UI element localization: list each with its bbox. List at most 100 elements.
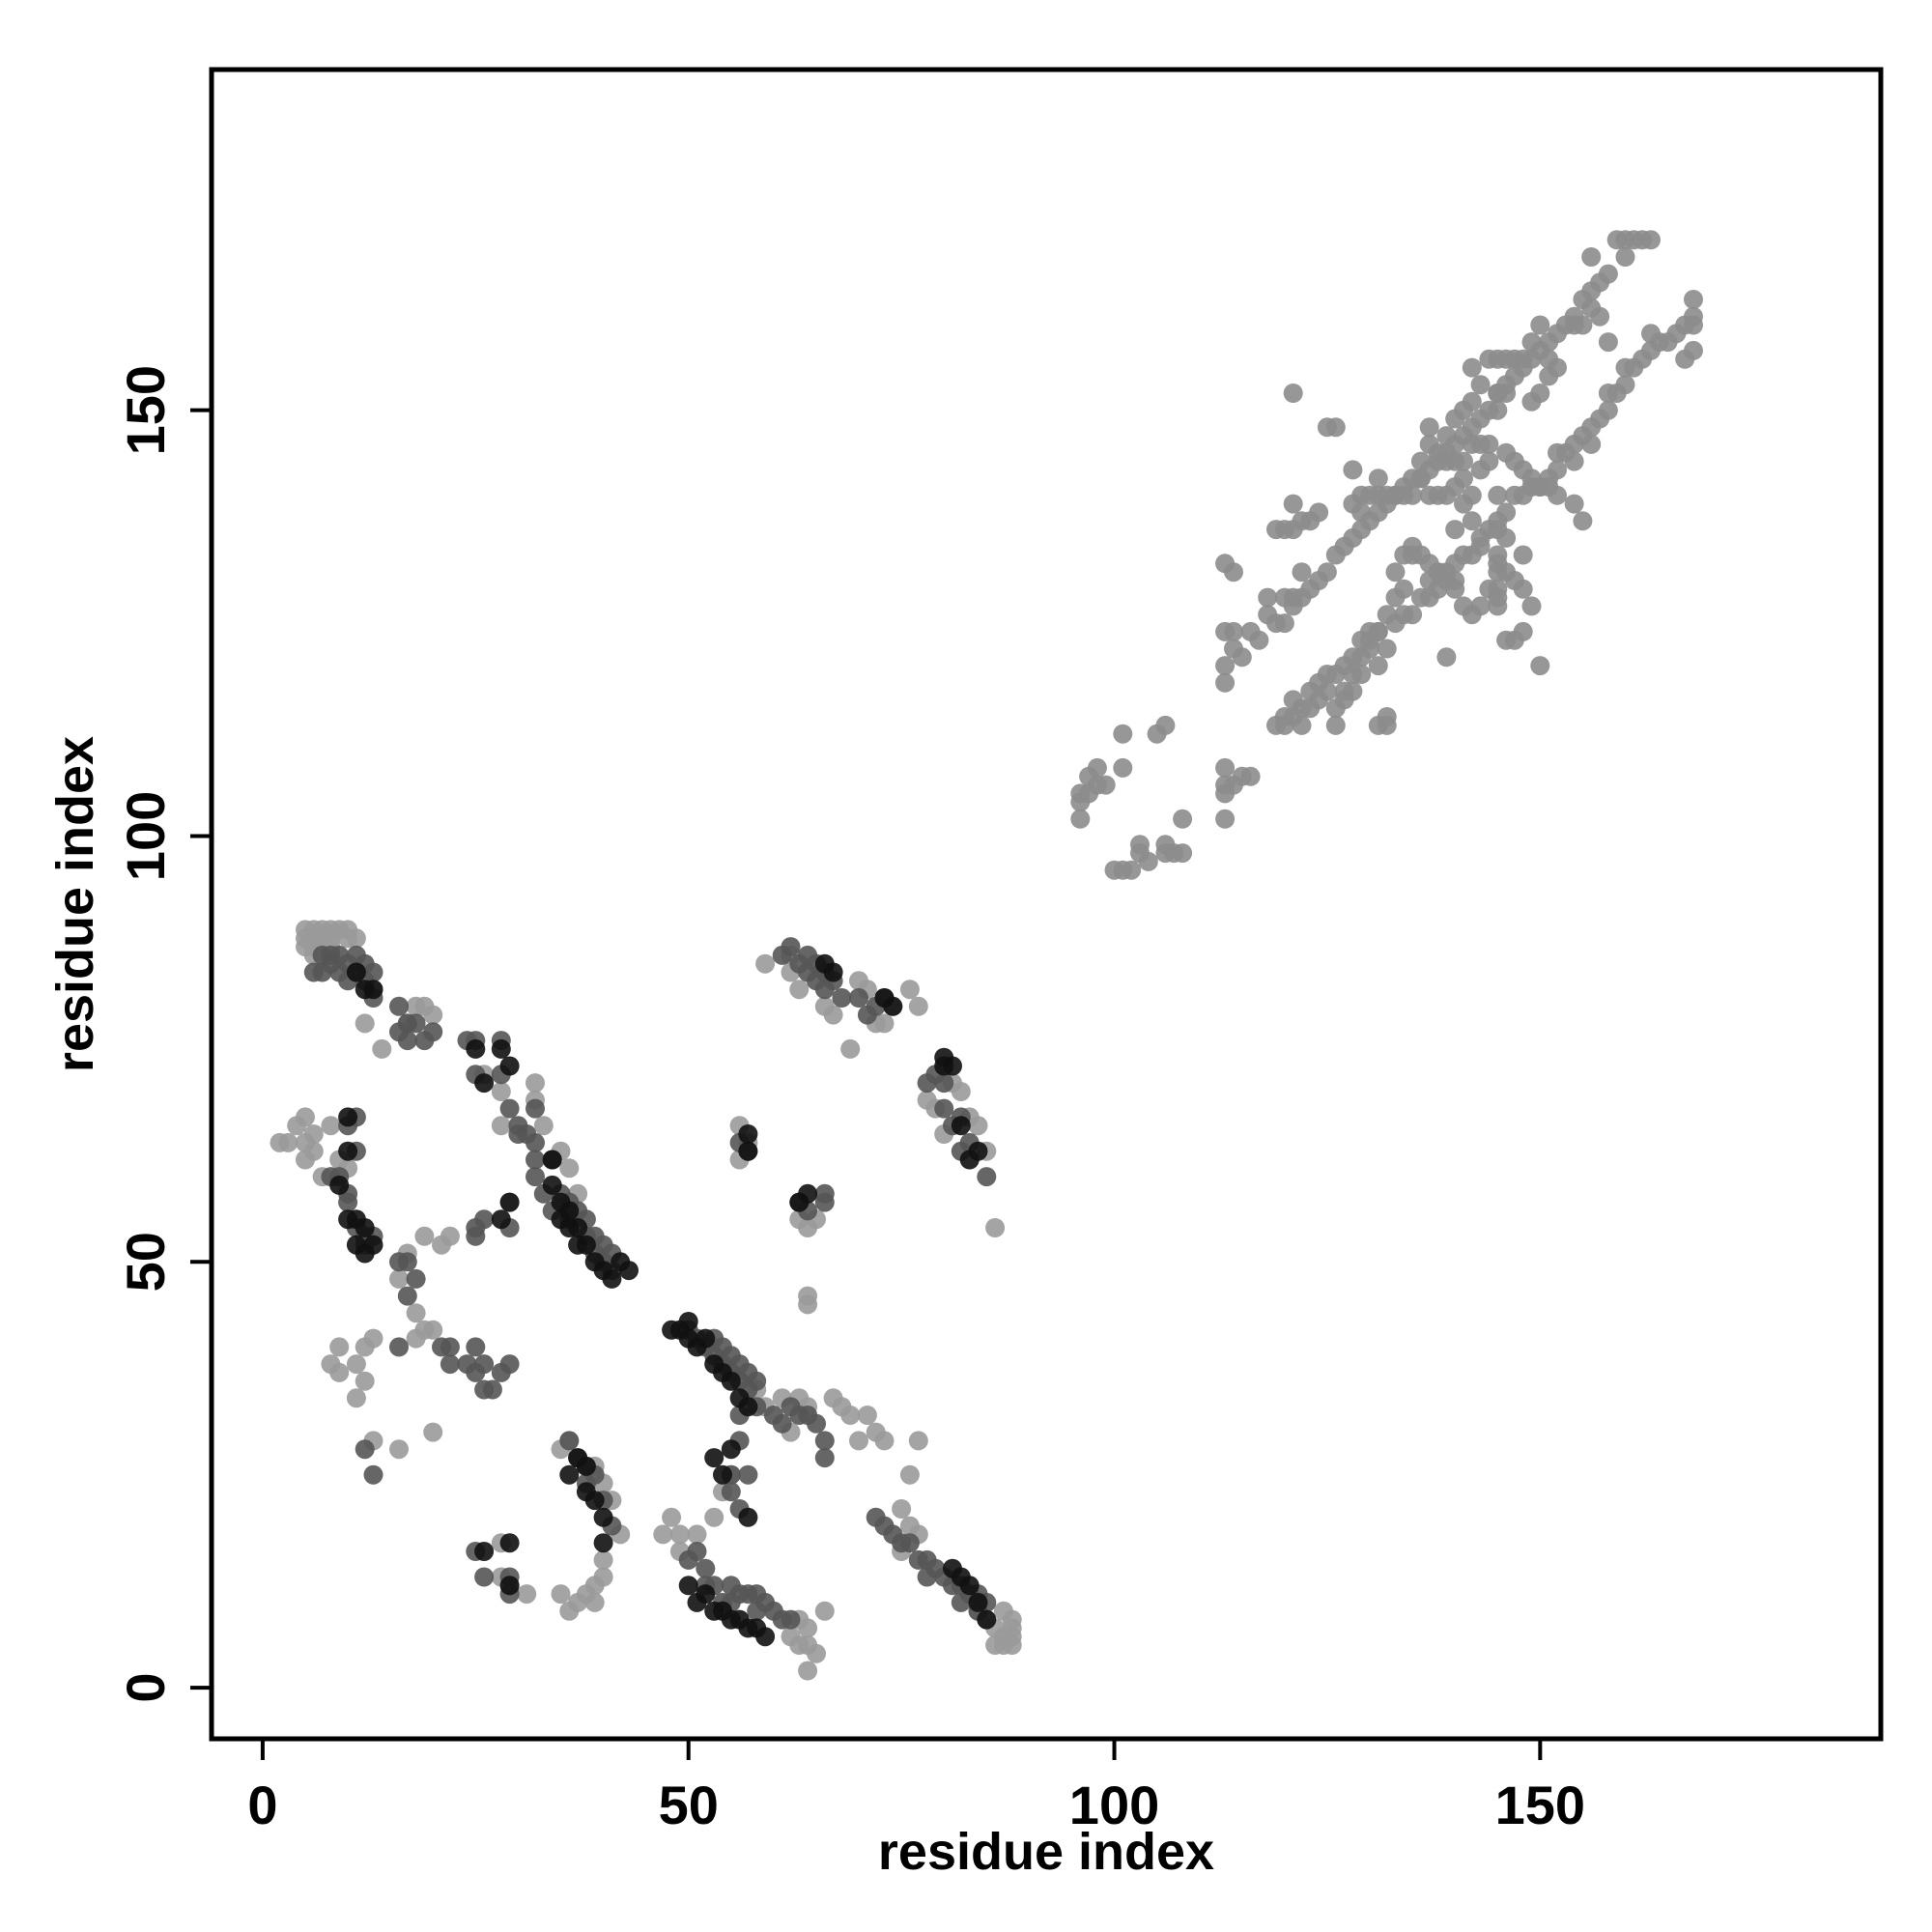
data-points xyxy=(270,230,1703,1681)
data-point xyxy=(1581,434,1602,454)
data-point xyxy=(1462,511,1482,531)
data-point xyxy=(1513,545,1533,565)
data-point xyxy=(814,1601,835,1621)
data-point xyxy=(738,1124,758,1144)
data-point xyxy=(968,1592,988,1612)
data-point xyxy=(1258,587,1278,608)
data-point xyxy=(440,1337,460,1357)
data-point xyxy=(1496,384,1517,403)
data-point xyxy=(355,1371,375,1391)
data-point xyxy=(533,1116,554,1136)
data-point xyxy=(977,1609,997,1630)
data-point xyxy=(1684,340,1703,360)
data-point xyxy=(499,1533,520,1553)
data-point xyxy=(1317,681,1337,701)
data-point xyxy=(1513,579,1533,599)
data-point xyxy=(807,1643,826,1663)
data-point xyxy=(355,1013,375,1034)
data-point xyxy=(1470,460,1491,480)
data-point xyxy=(414,1226,435,1246)
data-point xyxy=(908,996,928,1016)
data-point xyxy=(576,1456,596,1476)
data-point xyxy=(798,1183,818,1204)
data-point xyxy=(662,1507,682,1527)
data-point xyxy=(1598,400,1618,420)
data-point xyxy=(798,1286,818,1306)
data-point xyxy=(363,962,384,982)
data-point xyxy=(389,1268,409,1289)
data-point xyxy=(738,1141,758,1161)
data-point xyxy=(499,1354,520,1375)
data-point xyxy=(704,1448,724,1468)
data-point xyxy=(1292,562,1312,582)
data-point xyxy=(1436,426,1457,446)
data-point xyxy=(874,1431,895,1451)
data-point xyxy=(1521,332,1542,353)
data-point xyxy=(1155,715,1176,735)
data-point xyxy=(1436,647,1457,668)
data-point xyxy=(1419,417,1439,438)
data-point xyxy=(1419,485,1439,505)
data-point xyxy=(832,988,852,1008)
data-point xyxy=(1513,621,1533,641)
data-point xyxy=(1436,451,1457,471)
data-point xyxy=(747,1371,767,1391)
data-point xyxy=(338,1141,358,1161)
data-point xyxy=(678,1576,698,1596)
data-point xyxy=(517,1584,537,1605)
data-point xyxy=(1403,605,1423,625)
data-point xyxy=(338,1107,358,1127)
data-point xyxy=(1377,715,1397,735)
data-point xyxy=(542,1150,562,1170)
data-point xyxy=(1325,698,1346,719)
data-point xyxy=(482,1379,502,1400)
data-point xyxy=(346,962,366,982)
data-point xyxy=(423,1005,443,1025)
data-point xyxy=(1581,247,1602,267)
data-point xyxy=(696,1584,716,1605)
data-point xyxy=(287,1116,307,1136)
data-point xyxy=(1548,485,1567,505)
data-point xyxy=(696,1558,716,1578)
data-point xyxy=(1641,230,1661,250)
data-point xyxy=(440,1354,460,1375)
data-point xyxy=(1548,460,1567,480)
data-point xyxy=(593,1533,613,1553)
data-point xyxy=(789,1635,810,1655)
data-point xyxy=(406,1268,426,1289)
data-point xyxy=(406,1328,426,1349)
data-point xyxy=(321,1116,341,1136)
data-point xyxy=(687,1542,707,1561)
data-point xyxy=(491,1116,511,1136)
data-point xyxy=(899,1464,920,1485)
data-point xyxy=(1410,469,1431,489)
data-point xyxy=(1368,656,1388,676)
data-point xyxy=(423,1320,443,1340)
data-point xyxy=(1615,375,1635,395)
data-point xyxy=(440,1226,460,1246)
data-point xyxy=(491,1209,511,1230)
data-point xyxy=(1224,562,1243,582)
data-point xyxy=(755,1627,776,1647)
data-point xyxy=(1283,494,1303,514)
data-point xyxy=(593,1549,613,1570)
data-point xyxy=(1410,451,1431,471)
y-tick-label: 100 xyxy=(115,791,176,881)
data-point xyxy=(1521,596,1542,616)
data-point xyxy=(772,1413,792,1434)
data-point xyxy=(687,1524,707,1545)
data-point xyxy=(1539,349,1559,369)
data-point xyxy=(1488,579,1508,599)
x-tick-label: 50 xyxy=(659,1775,719,1835)
data-point xyxy=(1598,332,1618,353)
data-point xyxy=(1496,527,1517,548)
data-point xyxy=(1615,247,1635,267)
data-point xyxy=(296,1150,315,1170)
data-point xyxy=(653,1524,673,1545)
data-point xyxy=(959,1576,980,1596)
data-point xyxy=(1684,290,1703,309)
data-point xyxy=(892,1499,912,1519)
data-point xyxy=(1087,757,1107,778)
data-point xyxy=(372,1038,392,1059)
data-point xyxy=(1403,536,1423,556)
